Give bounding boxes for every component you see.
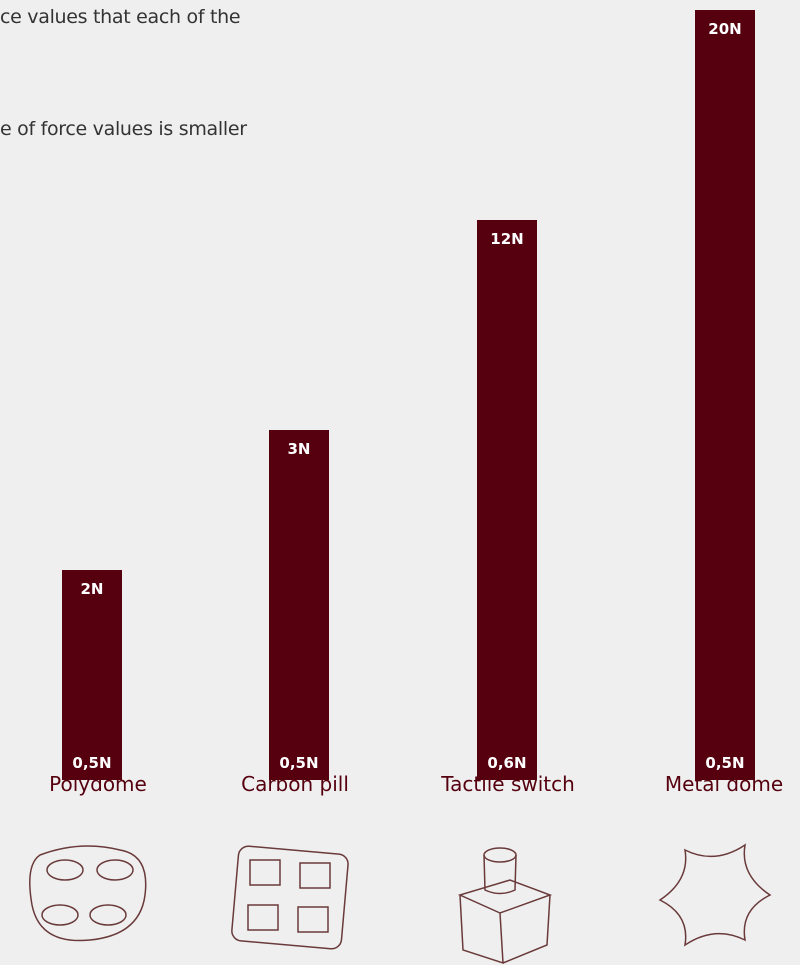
polydome-sketch xyxy=(29,845,147,942)
bar: 20N 0,5N xyxy=(695,10,755,780)
category-label: Carbon pill xyxy=(241,772,349,796)
max-label: 20N xyxy=(708,20,742,38)
bar: 2N 0,5N xyxy=(62,570,122,780)
tactile-switch-sketch xyxy=(457,847,553,965)
max-label: 3N xyxy=(287,440,311,458)
intro-line: ce values that each of the xyxy=(0,6,241,28)
min-label: 0,5N xyxy=(705,754,745,772)
category-label: Polydome xyxy=(49,772,147,796)
max-label: 12N xyxy=(490,230,524,248)
category-label: Tactile switch xyxy=(441,772,575,796)
metal-dome-sketch xyxy=(658,843,772,947)
bar: 3N 0,5N xyxy=(269,430,329,780)
min-label: 0,5N xyxy=(72,754,112,772)
bar: 12N 0,6N xyxy=(477,220,537,780)
max-label: 2N xyxy=(80,580,104,598)
min-label: 0,6N xyxy=(487,754,527,772)
min-label: 0,5N xyxy=(279,754,319,772)
intro-line: e of force values is smaller xyxy=(0,118,247,140)
category-label: Metal dome xyxy=(664,772,784,796)
carbon-pill-sketch xyxy=(231,845,349,950)
